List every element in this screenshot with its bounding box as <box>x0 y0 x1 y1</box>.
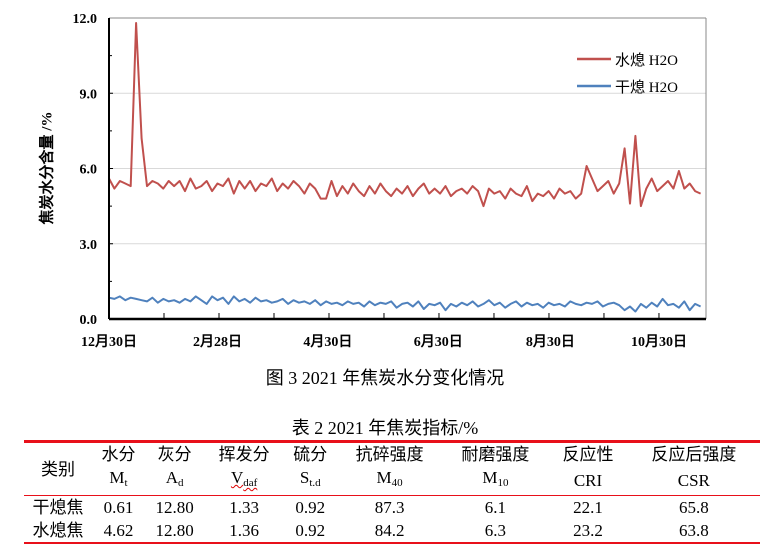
header-name: 反应后强度 <box>651 445 737 464</box>
symbol: M <box>482 468 498 487</box>
header-name: 挥发分 <box>218 445 270 464</box>
table-row: 水熄焦 4.62 12.80 1.36 0.92 84.2 6.3 23.2 63.8 <box>24 519 760 544</box>
y-tick-label: 12.0 <box>73 12 98 27</box>
table-cell: 6.1 <box>484 498 507 517</box>
table-cell: 6.3 <box>484 521 507 540</box>
table-cell: 22.1 <box>573 498 603 517</box>
series-line-1 <box>108 295 702 313</box>
legend-label: 水熄 H2O <box>615 52 678 69</box>
symbol-subscript: daf <box>243 477 258 489</box>
table-cell: 0.92 <box>295 521 326 540</box>
symbol-subscript: 40 <box>391 477 403 489</box>
x-tick-label: 2月28日 <box>193 334 242 350</box>
header-name: 反应性 <box>562 445 614 464</box>
symbol: V <box>230 468 244 487</box>
table-title: 表 2 2021 年焦炭指标/% <box>291 418 479 438</box>
header-symbol: CSR <box>628 466 760 496</box>
header-symbol: Ad <box>145 466 205 496</box>
header-symbol: M10 <box>443 466 549 496</box>
header-name: 水分 <box>101 445 136 464</box>
header-name: 灰分 <box>157 445 192 464</box>
y-axis-title: 焦炭水分含量 /% <box>39 111 56 225</box>
table-cell: 12.80 <box>155 521 194 540</box>
row-label: 干熄焦 <box>32 498 84 517</box>
table-cell: 1.36 <box>229 521 259 540</box>
table-symbol-row: Mt Ad Vdaf St.d M40 M10 CRI CSR <box>24 466 760 496</box>
y-tick-label: 3.0 <box>80 238 98 253</box>
legend-label: 干熄 H2O <box>615 79 678 96</box>
table-cell: 4.62 <box>103 521 134 540</box>
table-row: 干熄焦 0.61 12.80 1.33 0.92 87.3 6.1 22.1 65.8 <box>24 495 760 520</box>
header-symbol: Vdaf <box>204 466 283 496</box>
symbol-subscript: 10 <box>497 477 509 489</box>
symbol-subscript: t.d <box>309 477 321 489</box>
moisture-line-chart: 0.0 3.0 6.0 9.0 12.0 水熄 H2O 干熄 H2O 12月30日 2月28日 4… <box>73 12 707 350</box>
header-symbol: M40 <box>337 466 443 496</box>
table-header-row: 类别 水分 灰分 挥发分 硫分 抗碎强度 耐磨强度 反应性 反应后强度 <box>24 441 760 479</box>
symbol: A <box>165 468 179 487</box>
symbol-subscript: d <box>178 477 184 489</box>
table-cell: 84.2 <box>374 521 405 540</box>
header-name: 抗碎强度 <box>355 445 424 464</box>
header-name: 耐磨强度 <box>461 445 530 464</box>
header-name: 硫分 <box>293 445 328 464</box>
header-symbol: CRI <box>548 466 627 496</box>
y-tick-label: 9.0 <box>80 87 98 102</box>
figure-caption: 图 3 2021 年焦炭水分变化情况 <box>265 368 505 388</box>
symbol: S <box>299 468 310 487</box>
x-tick-label: 10月30日 <box>631 334 687 350</box>
table-cell: 0.92 <box>295 498 326 517</box>
symbol: M <box>109 468 125 487</box>
header-symbol: St.d <box>284 466 337 496</box>
table-cell: 65.8 <box>678 498 709 517</box>
header-symbol: Mt <box>92 466 145 496</box>
series-line-0 <box>108 22 702 208</box>
x-tick-label: 6月30日 <box>414 334 463 350</box>
x-tick-label: 4月30日 <box>303 334 352 350</box>
row-label: 水熄焦 <box>32 521 84 540</box>
coke-index-table: 类别 水分 灰分 挥发分 硫分 抗碎强度 耐磨强度 反应性 反应后强度 Mt Ad… <box>24 440 760 544</box>
table-cell: 1.33 <box>229 498 259 517</box>
symbol: CSR <box>677 471 710 490</box>
x-tick-label: 8月30日 <box>526 334 575 350</box>
y-tick-label: 6.0 <box>80 163 98 178</box>
symbol: M <box>376 468 392 487</box>
symbol: CRI <box>573 471 603 490</box>
header-category: 类别 <box>41 459 75 479</box>
table-cell: 63.8 <box>678 521 709 540</box>
x-tick-label: 12月30日 <box>81 334 137 350</box>
table-cell: 23.2 <box>573 521 603 540</box>
y-tick-label: 0.0 <box>80 313 98 328</box>
table-cell: 0.61 <box>103 498 134 517</box>
table-cell: 87.3 <box>374 498 405 517</box>
symbol-subscript: t <box>124 477 128 489</box>
table-cell: 12.80 <box>155 498 194 517</box>
